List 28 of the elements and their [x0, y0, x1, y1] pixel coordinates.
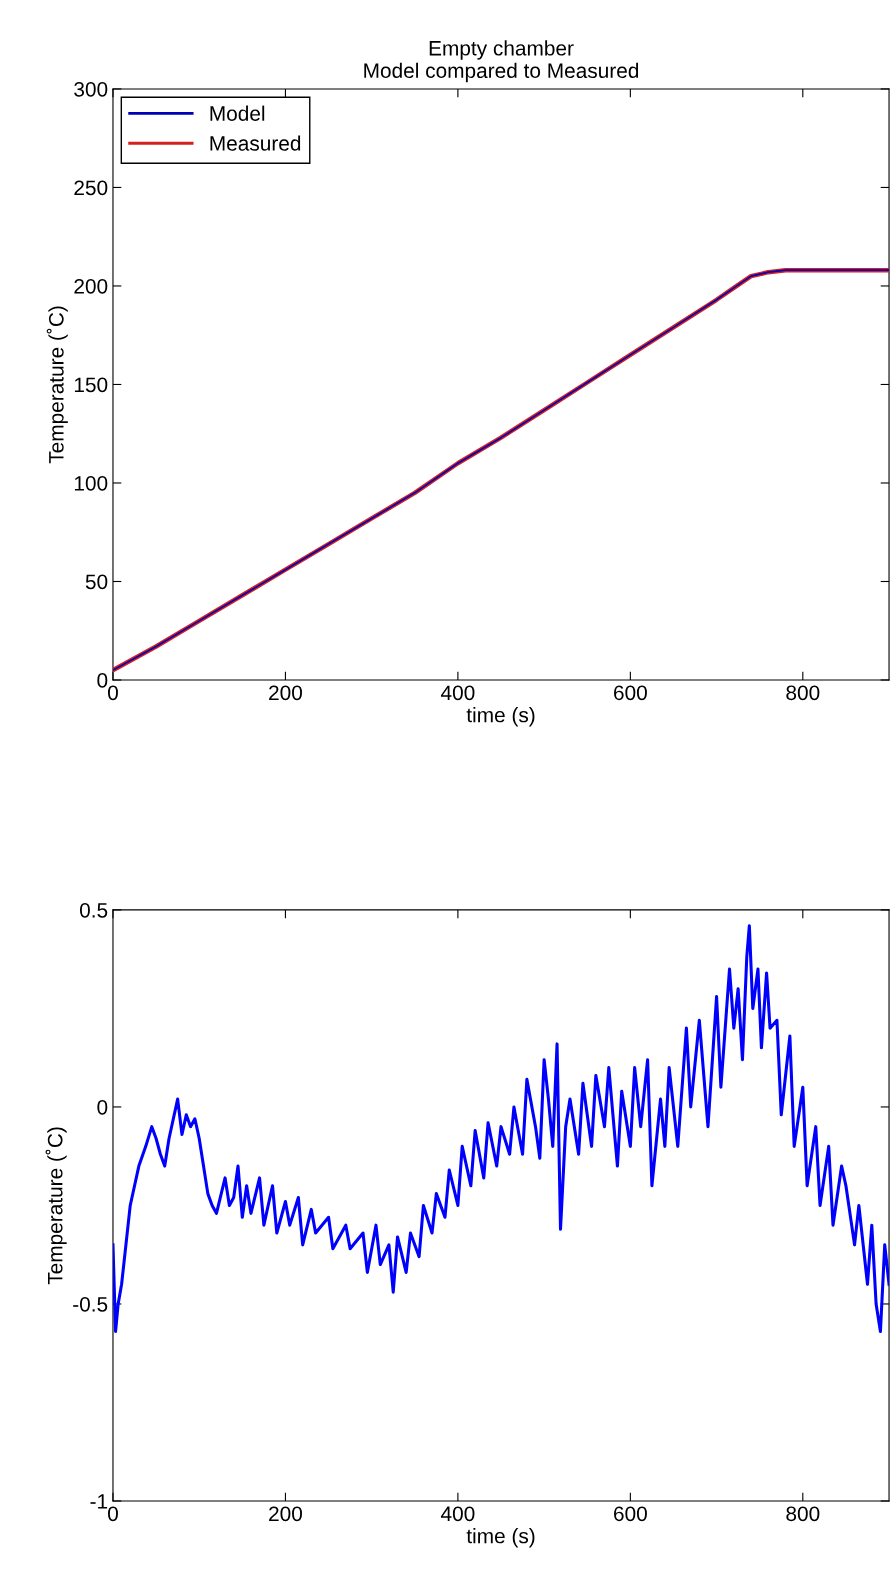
- y-tick-label: -1: [90, 1494, 108, 1509]
- y-tick-label: 50: [85, 574, 108, 590]
- y-axis-title: Temperature (˚C): [46, 306, 68, 464]
- x-tick-label: 200: [269, 1506, 302, 1522]
- y-tick-label: 0.5: [79, 902, 108, 918]
- x-axis-title: time (s): [466, 1528, 535, 1548]
- x-tick-label: 600: [614, 685, 647, 701]
- legend-label: Measured: [210, 135, 301, 151]
- y-tick-label: -0.5: [73, 1296, 108, 1312]
- y-tick-label: 300: [74, 81, 108, 97]
- x-tick-label: 0: [108, 685, 118, 701]
- y-tick-label: 250: [74, 180, 108, 196]
- x-tick-label: 800: [786, 685, 820, 701]
- y-tick-label: 150: [74, 377, 108, 393]
- y-tick-label: 0: [97, 1099, 108, 1115]
- x-tick-label: 400: [441, 685, 475, 701]
- y-tick-label: 100: [74, 475, 108, 491]
- legend-label: Model: [210, 105, 265, 121]
- y-tick-label: 200: [74, 278, 108, 294]
- x-tick-label: 200: [269, 685, 302, 701]
- x-axis-title: time (s): [466, 707, 535, 727]
- x-tick-label: 600: [614, 1506, 647, 1522]
- y-axis-title: Temperature (˚C): [45, 1127, 67, 1285]
- x-tick-label: 800: [786, 1506, 820, 1522]
- x-tick-label: 400: [441, 1506, 475, 1522]
- x-tick-label: 0: [108, 1506, 118, 1522]
- chart-title: Empty chamber Model compared to Measured: [364, 40, 639, 83]
- y-tick-label: 0: [97, 673, 108, 688]
